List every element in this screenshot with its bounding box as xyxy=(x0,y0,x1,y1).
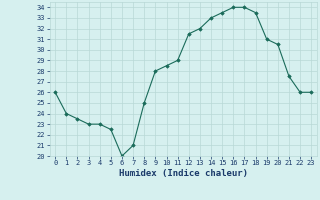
X-axis label: Humidex (Indice chaleur): Humidex (Indice chaleur) xyxy=(119,169,248,178)
